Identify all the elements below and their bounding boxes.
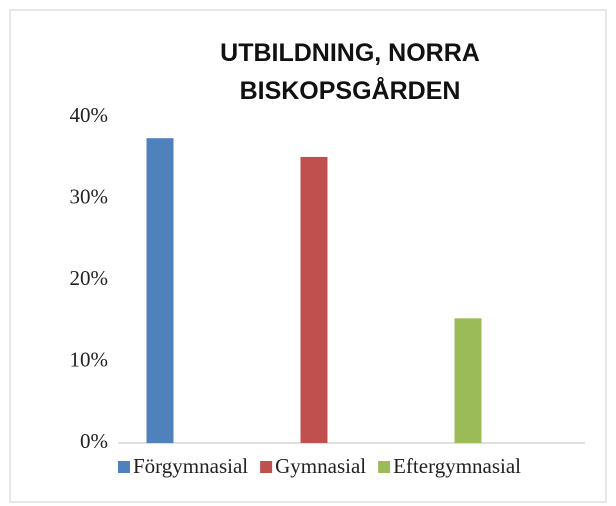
chart-frame xyxy=(9,9,607,503)
legend-swatch xyxy=(118,461,130,473)
y-tick-label: 10% xyxy=(70,347,109,371)
y-tick-label: 40% xyxy=(70,103,109,127)
bar xyxy=(146,138,174,443)
legend-label: Gymnasial xyxy=(275,454,366,478)
y-tick-label: 30% xyxy=(70,184,109,208)
bar xyxy=(300,156,328,443)
legend-swatch xyxy=(378,461,391,473)
chart-title: UTBILDNING, NORRA BISKOPSGÅRDEN xyxy=(220,39,480,105)
legend-label: Förgymnasial xyxy=(133,454,248,478)
y-tick-label: 0% xyxy=(80,429,108,453)
bar xyxy=(454,318,482,443)
legend-label: Eftergymnasial xyxy=(393,454,521,478)
legend-swatch xyxy=(260,461,273,473)
y-tick-label: 20% xyxy=(70,266,109,290)
